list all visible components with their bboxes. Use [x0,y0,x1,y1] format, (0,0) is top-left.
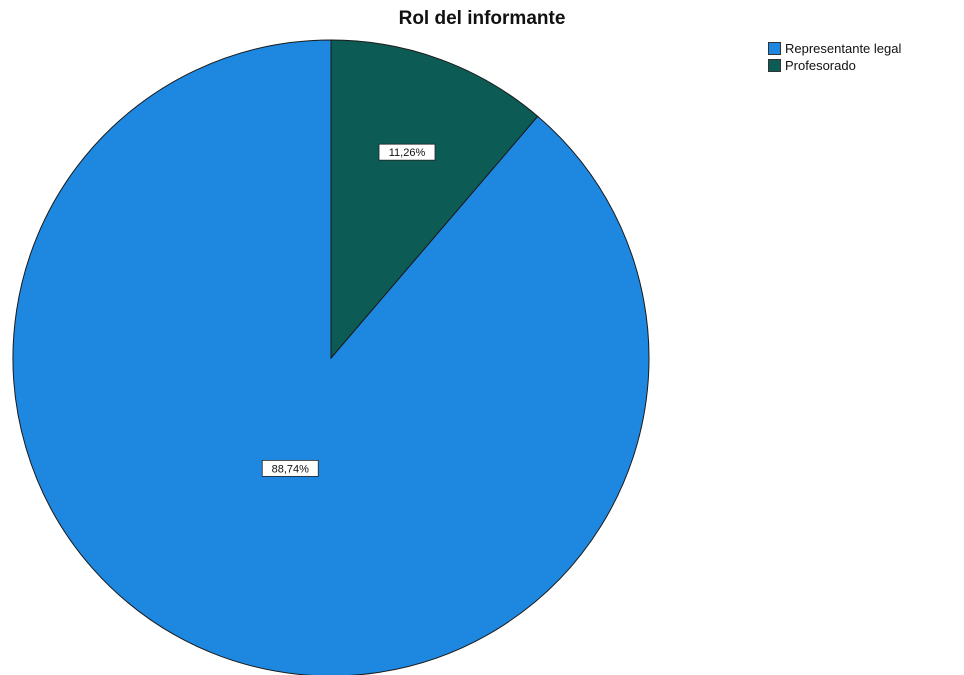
legend: Representante legal Profesorado [768,40,901,74]
chart-title: Rol del informante [398,8,566,29]
legend-item-representante-legal: Representante legal [768,40,901,57]
pie-slice-profesorado [330,39,539,360]
svg-text:11,26%: 11,26% [389,147,426,159]
svg-text:88,74%: 88,74% [272,463,310,475]
legend-item-profesorado: Profesorado [768,57,901,74]
legend-label-profesorado: Profesorado [785,58,856,73]
legend-swatch-profesorado [768,59,781,72]
legend-swatch-representante-legal [768,42,781,55]
legend-label-representante-legal: Representante legal [785,41,902,56]
slice-label-profesorado: 11,26% [378,143,436,161]
slice-label-representante-legal: 88,74% [261,459,319,477]
